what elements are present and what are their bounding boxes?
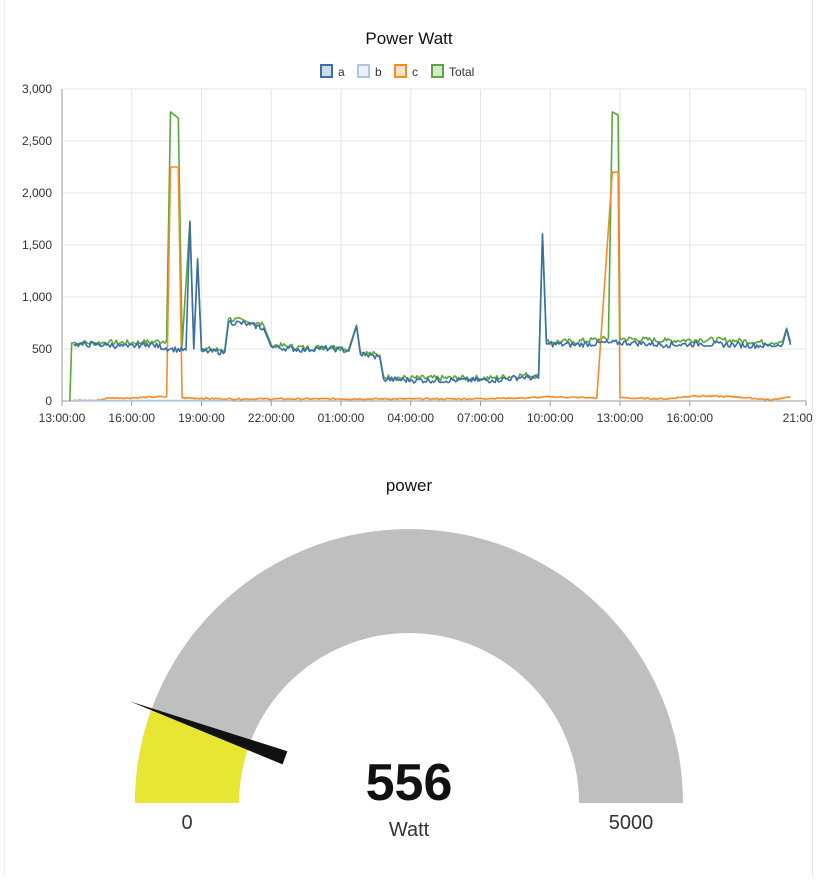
gauge-title: power [386,476,433,495]
y-tick-label: 1,500 [22,238,52,252]
chart-grid [61,88,807,402]
x-tick-label: 07:00:00 [457,411,504,425]
legend-swatch [394,64,407,78]
y-tick-label: 3,000 [22,82,52,96]
gauge-max-label: 5000 [609,812,654,834]
x-tick-label: 04:00:00 [387,411,434,425]
y-tick-label: 0 [45,394,52,408]
x-tick-label: 22:00:00 [248,411,295,425]
series-line-c [73,166,791,402]
legend-label: a [338,65,345,79]
series-line-a [73,221,792,384]
gauge-min-label: 0 [181,812,192,834]
chart-title: Power Watt [365,29,453,48]
legend-swatch [431,64,444,78]
x-tick-label: 16:00:00 [108,411,155,425]
legend-item-total[interactable]: Total [431,64,474,79]
x-tick-label: 19:00:00 [178,411,225,425]
chart-series [69,111,792,402]
x-tick-label: 16:00:00 [666,411,713,425]
legend-swatch [357,64,370,78]
y-axis-ticks: 0 500 1,000 1,500 2,000 2,500 3,000 [22,82,52,408]
legend-label: b [375,65,382,79]
legend-item-a[interactable]: a [320,64,345,79]
left-border [4,0,5,877]
line-chart-card: Power Watt a b c Total 0 500 1,000 1,500 2,000 2… [0,0,820,440]
power-gauge: power 556 Watt 0 5000 [129,476,683,841]
y-tick-label: 1,000 [22,290,52,304]
x-tick-label: 10:00:00 [527,411,574,425]
x-tick-label: 13:00:00 [39,411,86,425]
y-tick-label: 2,000 [22,186,52,200]
x-tick-label: 01:00:00 [318,411,365,425]
x-tick-label: 21:00:00 [783,411,812,425]
y-tick-label: 500 [32,342,52,356]
gauge-fill [135,709,250,803]
legend-label: c [412,65,418,79]
gauge-card: power 556 Watt 0 5000 [0,460,812,877]
series-line-total [69,111,792,402]
legend-item-c[interactable]: c [394,64,418,79]
gauge-unit: Watt [389,819,430,841]
x-tick-label: 13:00:00 [597,411,644,425]
gauge-needle [129,701,288,765]
gauge-track [135,529,683,803]
gauge-value: 556 [366,754,453,812]
legend-swatch [320,64,333,78]
legend-label: Total [449,65,474,79]
legend-item-b[interactable]: b [357,64,382,79]
x-axis-ticks: 13:00:00 16:00:00 19:00:00 22:00:00 01:00:00… [39,89,820,425]
right-border [812,0,813,877]
line-chart: Power Watt a b c Total 0 500 1,000 1,500 2,000 2… [22,29,820,425]
y-tick-label: 2,500 [22,134,52,148]
chart-legend: a b c Total [320,64,474,79]
